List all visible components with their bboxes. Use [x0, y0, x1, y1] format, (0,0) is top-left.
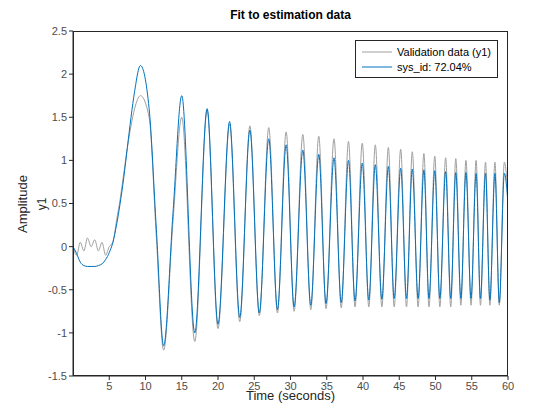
svg-text:15: 15 [176, 380, 188, 392]
svg-text:-1: -1 [57, 327, 67, 339]
svg-text:40: 40 [357, 380, 369, 392]
svg-text:2: 2 [61, 68, 67, 80]
svg-text:10: 10 [139, 380, 151, 392]
svg-text:60: 60 [502, 380, 514, 392]
svg-text:50: 50 [429, 380, 441, 392]
svg-text:0.5: 0.5 [52, 197, 67, 209]
svg-text:1: 1 [61, 154, 67, 166]
svg-text:55: 55 [466, 380, 478, 392]
svg-text:2.5: 2.5 [52, 25, 67, 37]
svg-text:-0.5: -0.5 [48, 284, 67, 296]
svg-text:45: 45 [393, 380, 405, 392]
svg-text:20: 20 [212, 380, 224, 392]
svg-text:1.5: 1.5 [52, 111, 67, 123]
svg-text:0: 0 [61, 241, 67, 253]
svg-text:5: 5 [106, 380, 112, 392]
svg-text:-1.5: -1.5 [48, 370, 67, 382]
